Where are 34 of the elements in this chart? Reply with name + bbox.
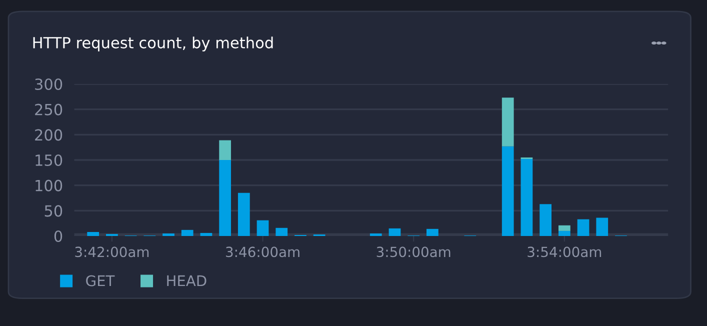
bar: [502, 98, 514, 146]
bar: [219, 140, 231, 160]
bar: [502, 146, 514, 236]
x-tick-label: 3:50:00am: [376, 246, 450, 258]
bar: [370, 233, 382, 236]
bar: [540, 204, 552, 236]
y-tick-label: 300: [35, 78, 62, 90]
x-tick-label: 3:46:00am: [226, 246, 300, 258]
bar: [219, 160, 231, 236]
legend-label: GET: [86, 275, 115, 286]
y-tick-label: 50: [44, 205, 62, 217]
bar: [256, 220, 269, 236]
x-tick-label: 3:54:00am: [528, 246, 602, 258]
x-tick-label: 3:42:00am: [75, 246, 149, 258]
bar: [596, 218, 608, 236]
y-tick-label: 200: [35, 129, 62, 141]
bar: [388, 228, 401, 236]
y-tick-label: 100: [36, 180, 62, 192]
bar: [520, 158, 533, 236]
bar: [558, 225, 570, 231]
legend-label: HEAD: [167, 275, 206, 286]
bar: [200, 232, 212, 236]
bar: [276, 228, 288, 236]
bar: [558, 230, 570, 236]
y-tick-label: 250: [35, 104, 62, 116]
bar: [238, 192, 250, 236]
y-tick-label: 0: [54, 230, 62, 242]
bar: [87, 232, 100, 236]
bar: [162, 233, 174, 236]
y-tick-label: 150: [36, 154, 62, 166]
bar: [181, 230, 194, 236]
bar: [577, 219, 590, 236]
chart-title: HTTP request count, by method: [33, 36, 273, 52]
bar: [426, 228, 438, 236]
